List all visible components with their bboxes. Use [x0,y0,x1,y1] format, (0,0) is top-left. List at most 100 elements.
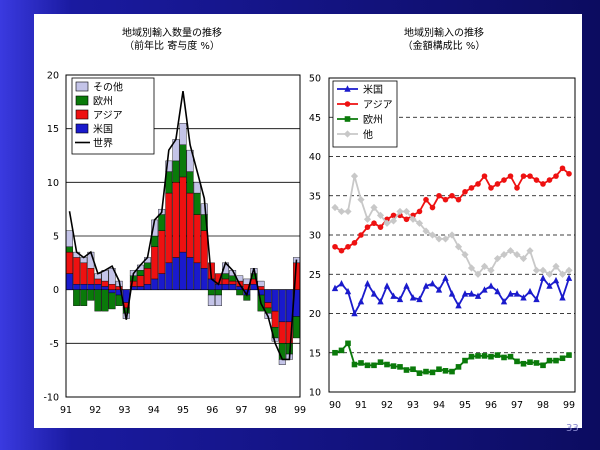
series-point [429,279,436,287]
series-point [377,224,384,230]
right-x-tick-label: 96 [485,400,497,411]
series-point [448,290,456,297]
right-series [331,165,573,376]
series-point [519,254,528,263]
series-point [448,231,456,239]
series-point [351,361,358,368]
right-x-tick-label: 92 [381,400,393,411]
left-y-tick-label: -10 [43,393,59,404]
series-point [422,227,430,235]
bar-segment [158,214,166,231]
series-point [416,295,423,303]
series-point [364,224,371,230]
right-x-ticks: 90 91 92 93 94 95 96 97 98 99 [329,400,575,411]
bar-segment [94,284,102,290]
series-point [481,173,488,179]
bar-segment [158,273,166,290]
bar-segment [66,273,74,290]
bar-segment [278,359,286,365]
series-point [345,243,351,250]
left-legend-swatch [75,95,89,106]
series-point [455,364,462,370]
bar-segment [80,289,88,306]
bar-segment [264,302,272,309]
series-point [377,298,384,305]
series-point [467,264,476,272]
series-point [494,287,501,295]
bar-segment [222,284,230,290]
left-y-tick-label: 0 [53,285,59,296]
series-point [397,364,403,370]
series-point [520,173,527,179]
bar-segment [207,294,215,306]
series-point [410,366,416,373]
right-legend-box [332,80,398,148]
bar-segment [236,289,244,296]
bar-segment [179,144,187,178]
series-point [553,173,559,179]
left-legend-label: 欧州 [93,96,113,108]
left-legend-swatch [75,123,89,134]
series-point [546,177,553,183]
right-legend-marker [344,101,351,107]
left-x-ticks: 91 92 93 94 95 96 97 98 99 [60,405,306,416]
bar-segment [108,284,116,290]
right-legend-label: 他 [363,128,373,141]
series-point [462,357,468,364]
right-x-tick-label: 97 [511,400,523,411]
series-point [559,355,566,362]
left-x-tick-label: 93 [118,405,130,416]
bar-segment [278,289,286,323]
series-point [357,298,365,305]
series-point [487,266,495,274]
series-point [449,192,455,199]
series-point [520,360,527,367]
series-point [416,208,423,215]
bar-segment [207,289,215,296]
series-point [409,294,417,301]
bar-segment [73,284,81,290]
series-point [514,185,520,191]
bar-segment [151,235,159,247]
left-y-tick-label: 5 [53,232,59,243]
series-point [338,247,345,254]
left-x-tick-label: 94 [148,405,160,416]
series-point [403,216,410,223]
series-point [441,235,450,243]
bar-segment [80,284,88,290]
series-point [435,235,443,243]
series-point [501,177,507,183]
bar-segment [193,182,201,194]
series-point [357,196,365,204]
bar-segment [94,289,102,312]
series-point [332,243,338,250]
right-legend-label: アジア [363,100,393,111]
series-point [403,367,410,373]
series-point [526,287,534,295]
bar-segment [108,289,116,294]
series-point [331,284,339,292]
bar-segment [200,230,208,269]
bar-segment [179,251,187,290]
left-y-tick-label: -5 [50,339,59,350]
bar-segment [165,262,173,290]
series-point [364,362,371,369]
series-point [513,290,521,297]
bar-segment [158,230,166,274]
series-point [383,282,391,289]
series-point [371,220,377,227]
series-point [429,369,436,376]
series-point [403,282,410,289]
left-x-tick-label: 95 [177,405,189,416]
series-point [376,211,385,219]
right-plot-frame [328,77,576,393]
series-point [377,359,384,365]
right-legend-label: 米国 [363,83,383,96]
page-number: 33 [566,423,579,434]
series-point [507,173,514,179]
bar-segment [193,262,201,290]
left-x-tick-label: 91 [60,405,72,416]
right-legend-label: 欧州 [363,114,383,126]
right-legend-marker [344,116,351,122]
bar-segment [144,268,152,285]
